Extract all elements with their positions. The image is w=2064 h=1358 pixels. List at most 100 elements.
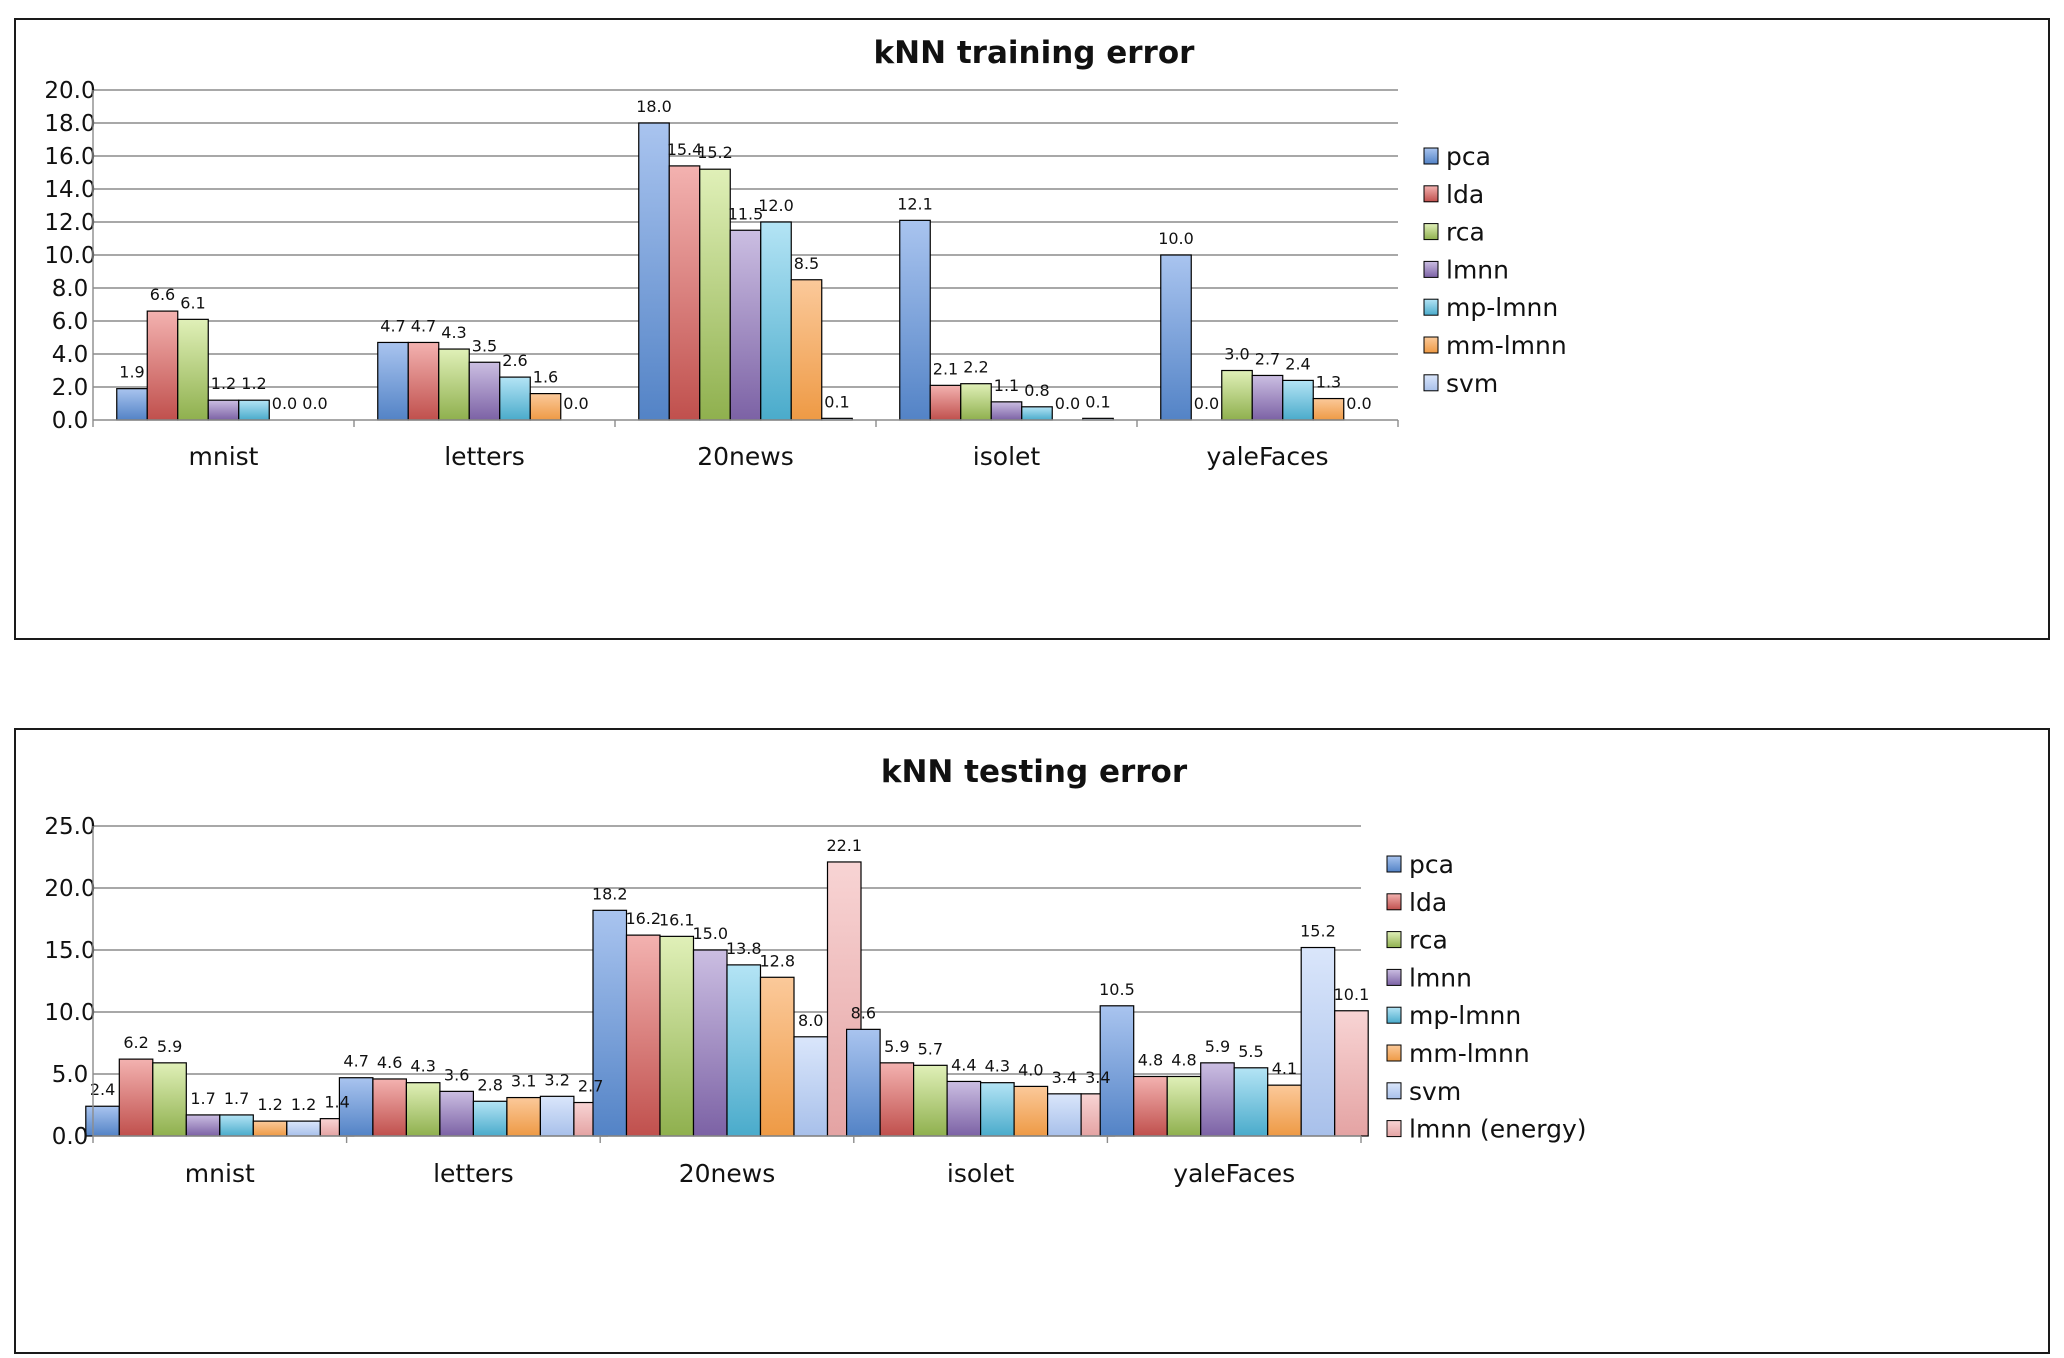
bar-rca-letters bbox=[438, 348, 470, 421]
legend-swatch-mm-lmnn bbox=[1423, 336, 1439, 354]
data-label-mp-lmnn-isolet: 0.8 bbox=[1024, 381, 1049, 400]
bar-lmnn-isolet bbox=[946, 1080, 982, 1137]
y-tick-label: 5.0 bbox=[52, 1062, 89, 1088]
legend-swatch-lmnn bbox=[1423, 260, 1439, 278]
data-label-svm-mnist: 1.2 bbox=[291, 1095, 316, 1114]
bar-mp-lmnn-yalefaces bbox=[1282, 379, 1314, 421]
data-label-pca-isolet: 8.6 bbox=[851, 1003, 876, 1022]
data-label-lda-letters: 4.6 bbox=[377, 1053, 402, 1072]
data-label-rca-20news: 15.2 bbox=[697, 143, 733, 162]
data-label-pca-letters: 4.7 bbox=[380, 316, 405, 335]
data-label-pca-isolet: 12.1 bbox=[897, 194, 933, 213]
legend-swatch-rca bbox=[1386, 931, 1402, 949]
data-label-mp-lmnn-mnist: 1.2 bbox=[241, 374, 266, 393]
bar-pca-mnist bbox=[116, 388, 148, 421]
bar-mp-lmnn-letters bbox=[499, 376, 531, 421]
legend-swatch-lda bbox=[1386, 893, 1402, 911]
y-tick-label: 0.0 bbox=[52, 1124, 89, 1150]
legend-label-pca: pca bbox=[1446, 142, 1491, 171]
chart-title: kNN training error bbox=[874, 35, 1196, 71]
y-tick-label: 10.0 bbox=[44, 243, 95, 269]
bar-rca-letters bbox=[405, 1082, 441, 1137]
data-label-lmnn-isolet: 4.4 bbox=[951, 1055, 976, 1074]
y-tick-label: 15.0 bbox=[44, 938, 95, 964]
data-label-svm-yalefaces: 15.2 bbox=[1300, 922, 1336, 941]
bar-mm-lmnn-20news bbox=[759, 976, 795, 1137]
data-label-lmnn-mnist: 1.7 bbox=[190, 1089, 215, 1108]
data-label-lmnn-energy-mnist: 1.4 bbox=[324, 1093, 349, 1112]
bar-pca-20news bbox=[638, 122, 670, 421]
bar-pca-isolet bbox=[899, 219, 931, 421]
bar-mp-lmnn-yalefaces bbox=[1233, 1067, 1269, 1137]
data-label-rca-mnist: 6.1 bbox=[180, 293, 205, 312]
testing-error-chart-panel: kNN testing error 2.4 6.2 5.9 1.7 1.7 1.2 1.2 1… bbox=[14, 728, 2050, 1354]
category-label-letters: letters bbox=[433, 1159, 514, 1188]
legend: pca lda rca lmnn mp-lmnn mm-lmnn svm lmnn (ener… bbox=[1386, 850, 1587, 1144]
bar-lda-20news bbox=[625, 934, 661, 1137]
data-label-pca-letters: 4.7 bbox=[343, 1052, 368, 1071]
y-tick-label: 20.0 bbox=[44, 78, 95, 104]
legend-label-mm-lmnn: mm-lmnn bbox=[1446, 331, 1567, 360]
y-tick-label: 25.0 bbox=[44, 814, 95, 840]
data-label-lmnn-letters: 3.6 bbox=[444, 1065, 469, 1084]
data-label-svm-20news: 8.0 bbox=[798, 1011, 823, 1030]
legend-label-mp-lmnn: mp-lmnn bbox=[1409, 1001, 1521, 1030]
y-tick-label: 0.0 bbox=[52, 408, 89, 434]
data-label-lmnn-isolet: 1.1 bbox=[994, 376, 1019, 395]
bar-pca-mnist bbox=[85, 1105, 120, 1137]
bar-lmnn-yalefaces bbox=[1251, 374, 1284, 421]
data-label-rca-yalefaces: 3.0 bbox=[1224, 345, 1249, 364]
data-label-mp-lmnn-letters: 2.6 bbox=[502, 351, 527, 370]
data-label-mm-lmnn-mnist: 0.0 bbox=[272, 394, 297, 413]
training-error-chart-panel: kNN training error 1.9 6.6 6.1 1.2 1.2 0.0 0.0… bbox=[14, 18, 2050, 640]
data-label-mp-lmnn-20news: 13.8 bbox=[726, 939, 762, 958]
bar-mp-lmnn-isolet bbox=[1021, 406, 1053, 421]
bar-mp-lmnn-20news bbox=[760, 221, 792, 421]
bar-mm-lmnn-letters bbox=[529, 393, 562, 421]
bar-rca-20news bbox=[659, 935, 695, 1137]
category-label-isolet: isolet bbox=[947, 1159, 1015, 1188]
data-label-rca-isolet: 2.2 bbox=[963, 358, 988, 377]
legend-label-lmnn: lmnn bbox=[1409, 963, 1472, 992]
legend: pca lda rca lmnn mp-lmnn mm-lmnn svm bbox=[1423, 142, 1567, 398]
bar-mm-lmnn-yalefaces bbox=[1267, 1084, 1302, 1137]
data-label-lmnn-mnist: 1.2 bbox=[211, 374, 236, 393]
data-label-svm-isolet: 3.4 bbox=[1052, 1068, 1077, 1087]
legend-swatch-svm bbox=[1423, 374, 1439, 392]
y-tick-label: 20.0 bbox=[44, 876, 95, 902]
training-error-chart: kNN training error 1.96.6 6.11.2 1.20.0 0.0… bbox=[44, 35, 1567, 471]
data-label-svm-letters: 0.0 bbox=[563, 394, 588, 413]
legend-swatch-lmnn-energy bbox=[1386, 1120, 1402, 1138]
bar-mm-lmnn-mnist bbox=[252, 1120, 288, 1137]
legend-label-rca: rca bbox=[1409, 926, 1448, 955]
bar-svm-letters bbox=[539, 1095, 575, 1137]
legend-label-mm-lmnn: mm-lmnn bbox=[1409, 1039, 1530, 1068]
data-label-svm-yalefaces: 0.0 bbox=[1346, 394, 1371, 413]
bar-rca-20news bbox=[699, 168, 731, 421]
bar-lmnn-letters bbox=[468, 361, 501, 421]
data-label-pca-yalefaces: 10.5 bbox=[1099, 980, 1135, 999]
bar-mp-lmnn-letters bbox=[472, 1100, 508, 1137]
data-label-lda-isolet: 5.9 bbox=[884, 1037, 909, 1056]
bar-svm-mnist bbox=[286, 1120, 321, 1137]
category-label-20news: 20news bbox=[679, 1159, 776, 1188]
legend-label-rca: rca bbox=[1446, 218, 1485, 247]
data-label-mm-lmnn-yalefaces: 1.3 bbox=[1316, 373, 1341, 392]
legend-label-svm: svm bbox=[1446, 369, 1498, 398]
bar-mp-lmnn-20news bbox=[726, 964, 762, 1137]
legend-swatch-mp-lmnn bbox=[1423, 298, 1439, 316]
y-tick-label: 12.0 bbox=[44, 210, 95, 236]
bar-rca-isolet bbox=[912, 1064, 948, 1137]
category-label-yalefaces: yaleFaces bbox=[1173, 1159, 1295, 1188]
bar-lmnn-20news bbox=[729, 229, 762, 421]
bar-mm-lmnn-yalefaces bbox=[1312, 397, 1345, 421]
data-label-rca-isolet: 5.7 bbox=[918, 1039, 943, 1058]
data-label-mm-lmnn-letters: 1.6 bbox=[533, 368, 558, 387]
chart-title: kNN testing error bbox=[881, 754, 1188, 790]
bar-pca-letters bbox=[377, 341, 409, 421]
bar-rca-yalefaces bbox=[1166, 1075, 1202, 1137]
data-label-lmnn-energy-yalefaces: 10.1 bbox=[1334, 985, 1370, 1004]
data-label-mm-lmnn-yalefaces: 4.1 bbox=[1272, 1059, 1297, 1078]
data-label-lmnn-20news: 11.5 bbox=[728, 204, 764, 223]
bars bbox=[116, 122, 1345, 421]
